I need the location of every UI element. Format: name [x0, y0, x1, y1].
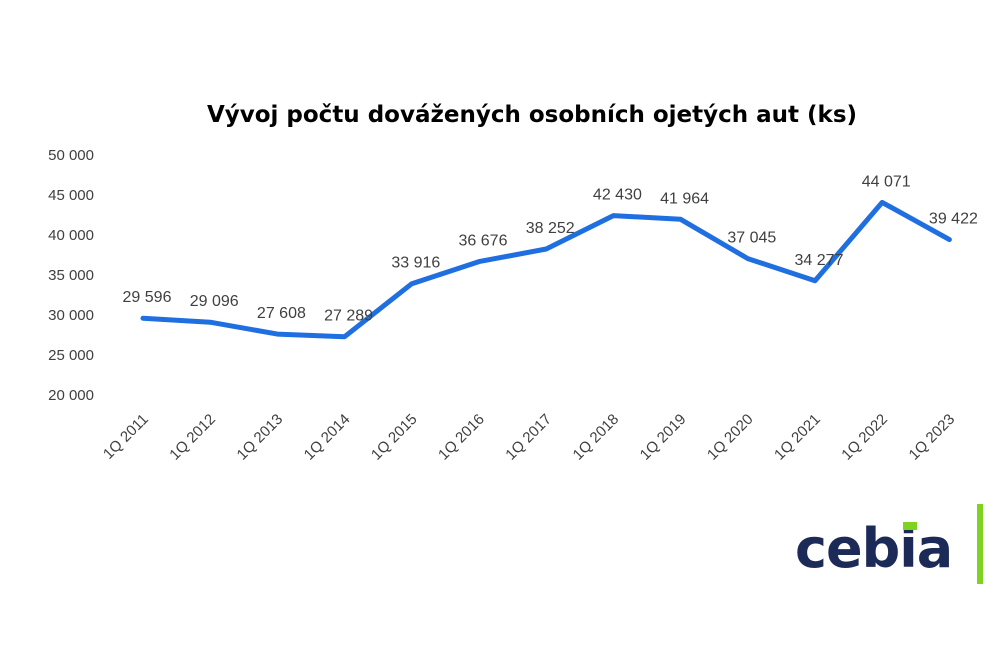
data-label: 41 964 — [660, 190, 709, 207]
chart-title: Vývoj počtu dovážených osobních ojetých … — [207, 102, 857, 128]
x-tick-label: 1Q 2022 — [838, 411, 891, 464]
x-tick-label: 1Q 2015 — [368, 411, 421, 464]
x-tick-label: 1Q 2023 — [906, 411, 959, 464]
y-axis: 20 000 25 000 30 000 35 000 40 000 45 000 50 0… — [48, 147, 94, 404]
data-label: 38 252 — [526, 220, 575, 237]
y-tick-label: 25 000 — [48, 347, 94, 364]
x-tick-label: 1Q 2011 — [100, 411, 152, 463]
data-label: 42 430 — [593, 187, 642, 204]
x-tick-label: 1Q 2019 — [637, 411, 690, 464]
x-axis: 1Q 2011 1Q 2012 1Q 2013 1Q 2014 1Q 2015 1Q 20… — [100, 411, 958, 464]
x-tick-label: 1Q 2014 — [301, 411, 354, 464]
logo-accent-bar — [977, 504, 983, 584]
y-tick-label: 20 000 — [48, 387, 94, 404]
series-line — [140, 199, 952, 340]
y-tick-label: 50 000 — [48, 147, 94, 164]
data-label: 44 071 — [862, 173, 911, 190]
y-tick-label: 45 000 — [48, 187, 94, 204]
data-label: 27 608 — [257, 305, 306, 322]
logo-accent-dot — [903, 522, 917, 530]
cebia-logo: cebia — [795, 504, 983, 584]
data-label: 29 596 — [123, 289, 172, 306]
logo-text: cebia — [795, 517, 952, 580]
y-tick-label: 40 000 — [48, 227, 94, 244]
data-label: 27 289 — [324, 308, 373, 325]
x-tick-label: 1Q 2021 — [771, 411, 824, 464]
x-tick-label: 1Q 2016 — [435, 411, 488, 464]
x-tick-label: 1Q 2018 — [570, 411, 623, 464]
data-label: 29 096 — [190, 293, 239, 310]
data-labels: 29 596 29 096 27 608 27 289 33 916 36 676 38 2… — [123, 173, 978, 324]
x-tick-label: 1Q 2017 — [502, 411, 555, 464]
y-tick-label: 35 000 — [48, 267, 94, 284]
data-label: 39 422 — [929, 211, 978, 228]
data-label: 33 916 — [391, 255, 440, 272]
x-tick-label: 1Q 2013 — [234, 411, 287, 464]
data-label: 37 045 — [727, 230, 776, 247]
y-tick-label: 30 000 — [48, 307, 94, 324]
x-tick-label: 1Q 2012 — [166, 411, 219, 464]
x-tick-label: 1Q 2020 — [704, 411, 757, 464]
data-label: 34 277 — [795, 252, 844, 269]
data-label: 36 676 — [459, 233, 508, 250]
